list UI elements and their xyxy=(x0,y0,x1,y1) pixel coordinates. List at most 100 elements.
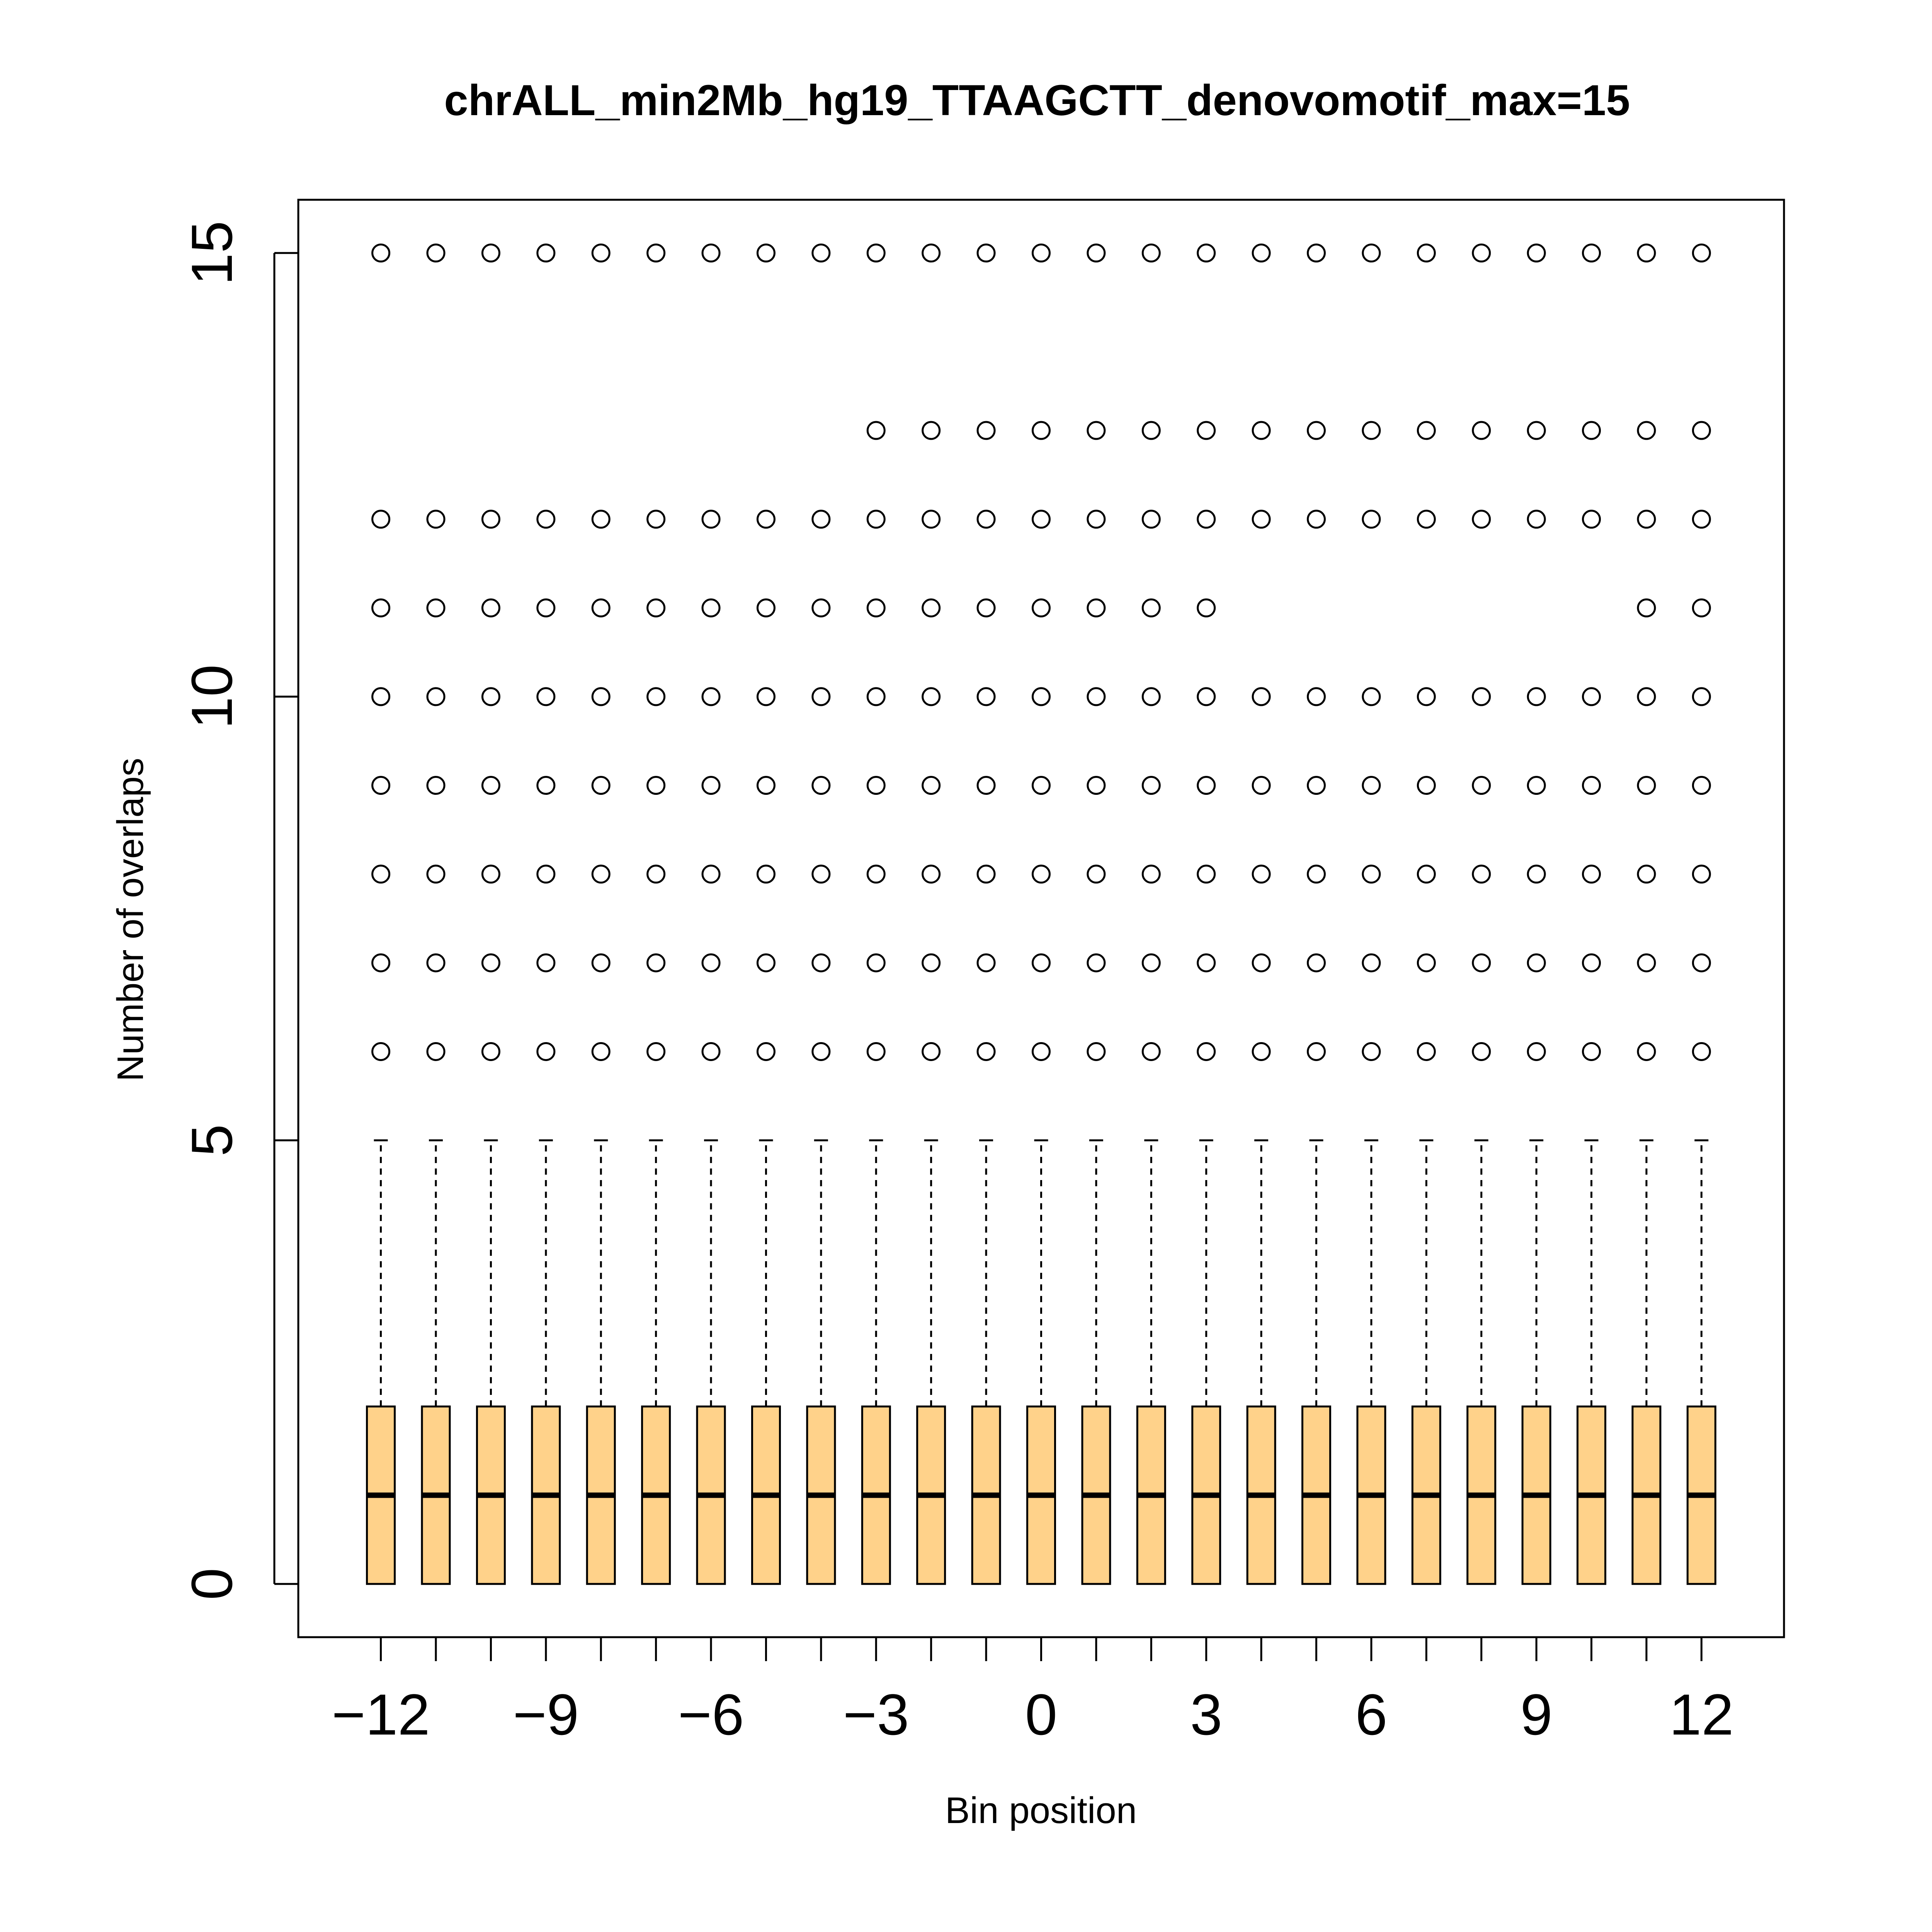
box-group xyxy=(1631,243,1662,1585)
x-tick-label: −12 xyxy=(332,1682,430,1747)
outlier-point xyxy=(646,864,666,884)
outlier-point xyxy=(426,687,446,706)
outlier-point xyxy=(1197,510,1216,529)
outlier-point xyxy=(591,776,611,795)
outlier-point xyxy=(756,687,776,706)
outlier-point xyxy=(536,864,556,884)
box-group xyxy=(696,243,726,1585)
outlier-point xyxy=(371,864,391,884)
outlier-point xyxy=(756,243,776,263)
outlier-point xyxy=(922,953,941,973)
outlier-point xyxy=(1527,1042,1546,1061)
y-tick-label: 0 xyxy=(179,1568,244,1600)
outlier-point xyxy=(811,1042,831,1061)
box-group xyxy=(1136,243,1166,1585)
plot-area xyxy=(366,243,1716,1585)
outlier-point xyxy=(1637,864,1656,884)
outlier-point xyxy=(701,243,721,263)
outlier-point xyxy=(481,598,500,617)
outlier-point xyxy=(1582,776,1601,795)
outlier-point xyxy=(1527,243,1546,263)
outlier-point xyxy=(536,687,556,706)
box-group xyxy=(1191,243,1221,1585)
outlier-point xyxy=(811,864,831,884)
outlier-point xyxy=(591,1042,611,1061)
outlier-point xyxy=(1692,421,1711,440)
outlier-point xyxy=(756,776,776,795)
outlier-point xyxy=(1362,687,1381,706)
outlier-point xyxy=(1197,1042,1216,1061)
outlier-point xyxy=(1417,421,1436,440)
outlier-point xyxy=(811,776,831,795)
outlier-point xyxy=(866,598,886,617)
outlier-point xyxy=(591,510,611,529)
outlier-point xyxy=(811,598,831,617)
outlier-point xyxy=(1141,953,1161,973)
outlier-point xyxy=(976,953,996,973)
outlier-point xyxy=(1417,510,1436,529)
outlier-point xyxy=(1032,243,1051,263)
outlier-point xyxy=(866,421,886,440)
outlier-point xyxy=(1362,864,1381,884)
outlier-point xyxy=(976,776,996,795)
outlier-point xyxy=(371,953,391,973)
box-group xyxy=(1577,243,1607,1585)
outlier-point xyxy=(536,243,556,263)
outlier-point xyxy=(922,510,941,529)
outlier-point xyxy=(1032,598,1051,617)
outlier-point xyxy=(426,953,446,973)
outlier-point xyxy=(811,687,831,706)
outlier-point xyxy=(1087,687,1106,706)
outlier-point xyxy=(922,243,941,263)
outlier-point xyxy=(1307,687,1326,706)
box-group xyxy=(366,243,396,1585)
outlier-point xyxy=(1692,864,1711,884)
outlier-point xyxy=(866,953,886,973)
outlier-point xyxy=(701,864,721,884)
x-tick-label: −9 xyxy=(513,1682,579,1747)
outlier-point xyxy=(481,864,500,884)
outlier-point xyxy=(1582,421,1601,440)
outlier-point xyxy=(1582,953,1601,973)
outlier-point xyxy=(1252,421,1271,440)
outlier-point xyxy=(591,953,611,973)
outlier-point xyxy=(371,598,391,617)
outlier-point xyxy=(922,1042,941,1061)
outlier-point xyxy=(481,510,500,529)
outlier-point xyxy=(591,243,611,263)
outlier-point xyxy=(371,510,391,529)
outlier-point xyxy=(866,687,886,706)
outlier-point xyxy=(1032,1042,1051,1061)
box-group xyxy=(1356,243,1386,1585)
outlier-point xyxy=(1417,1042,1436,1061)
outlier-point xyxy=(1637,598,1656,617)
outlier-point xyxy=(1692,953,1711,973)
outlier-point xyxy=(1362,1042,1381,1061)
outlier-point xyxy=(591,598,611,617)
outlier-point xyxy=(1472,864,1491,884)
outlier-point xyxy=(756,510,776,529)
box-group xyxy=(806,243,836,1585)
outlier-point xyxy=(371,243,391,263)
outlier-point xyxy=(481,687,500,706)
outlier-point xyxy=(1252,687,1271,706)
outlier-point xyxy=(701,510,721,529)
outlier-point xyxy=(646,687,666,706)
outlier-point xyxy=(1197,687,1216,706)
outlier-point xyxy=(976,1042,996,1061)
outlier-point xyxy=(1087,953,1106,973)
outlier-point xyxy=(976,598,996,617)
outlier-point xyxy=(1472,953,1491,973)
outlier-point xyxy=(1417,243,1436,263)
outlier-point xyxy=(1362,510,1381,529)
outlier-point xyxy=(1087,510,1106,529)
outlier-point xyxy=(866,864,886,884)
outlier-point xyxy=(1032,510,1051,529)
outlier-point xyxy=(1362,776,1381,795)
outlier-point xyxy=(646,776,666,795)
outlier-point xyxy=(1527,776,1546,795)
outlier-point xyxy=(756,1042,776,1061)
outlier-point xyxy=(426,243,446,263)
outlier-point xyxy=(1307,421,1326,440)
outlier-point xyxy=(1307,953,1326,973)
